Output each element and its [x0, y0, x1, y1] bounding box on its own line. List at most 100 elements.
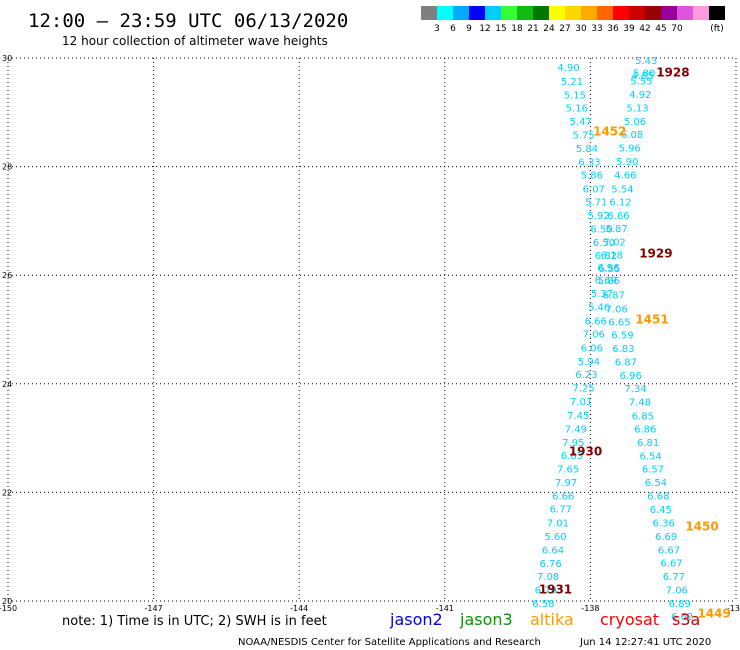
- y-tick-label: 22: [2, 488, 12, 497]
- legend-swatch: [661, 6, 677, 20]
- wave-height-point: 6.81: [637, 438, 659, 449]
- legend-swatch: [533, 6, 549, 20]
- wave-height-point: 6.08: [621, 130, 643, 141]
- legend-label: 9: [466, 24, 472, 34]
- pass-time-label: 1930: [569, 445, 602, 459]
- grid: [7, 57, 737, 602]
- wave-height-point: 7.45: [567, 411, 589, 422]
- legend-swatch: [485, 6, 501, 20]
- legend-label: 33: [591, 24, 602, 34]
- pass-time-label: 1451: [635, 313, 668, 327]
- wave-height-point: 6.64: [542, 545, 564, 556]
- pass-time-label: 1929: [639, 246, 672, 260]
- wave-height-point: 7.01: [570, 397, 592, 408]
- x-tick-label: -144: [290, 604, 308, 613]
- wave-height-point: 7.02: [604, 238, 626, 249]
- wave-height-point: 6.58: [532, 599, 554, 610]
- wave-height-point: 5.37: [591, 289, 613, 300]
- wave-height-point: 7.48: [629, 398, 651, 409]
- wave-height-point: 6.67: [658, 545, 680, 556]
- wave-height-point: 4.92: [629, 90, 651, 101]
- wave-height-point: 6.54: [639, 451, 661, 462]
- y-tick-label: 26: [2, 271, 12, 280]
- wave-height-point: 6.33: [578, 158, 600, 169]
- wave-height-point: 6.62: [671, 612, 693, 623]
- satellite-s3a: s3a: [672, 610, 700, 629]
- legend-label: 70: [671, 24, 683, 34]
- wave-height-point: 5.15: [564, 90, 586, 101]
- satellite-jason3: jason3: [459, 610, 513, 629]
- wave-height-point: 6.79: [535, 586, 557, 597]
- legend-label: 3: [434, 24, 440, 34]
- wave-height-point: 6.55: [598, 264, 620, 275]
- legend-swatch: [613, 6, 629, 20]
- x-tick-label: -147: [145, 604, 163, 613]
- pass-time-labels: 1928 1452 1929 1451 1930 1450 1931 1449: [539, 66, 731, 621]
- legend-label: 36: [607, 24, 619, 34]
- wave-height-point: 5.13: [626, 103, 648, 114]
- legend-label: 18: [511, 24, 523, 34]
- wave-height-point: 6.89: [669, 599, 691, 610]
- wave-height-point: 7.97: [555, 478, 577, 489]
- wave-height-point: 7.06: [666, 586, 688, 597]
- wave-height-point: 6.69: [655, 532, 677, 543]
- legend-label: 27: [559, 24, 570, 34]
- wave-height-point: 6.66: [552, 492, 574, 503]
- legend-label: 12: [479, 24, 490, 34]
- wave-height-point: 6.82: [595, 251, 617, 262]
- y-tick-label: 30: [2, 54, 12, 63]
- wave-height-point: 6.83: [612, 344, 634, 355]
- wave-height-point: 5.47: [570, 117, 592, 128]
- legend-swatch: [581, 6, 597, 20]
- wave-height-point: 6.50: [593, 238, 615, 249]
- track-points: 4.90 5.21 5.15 5.16 5.47 5.75 5.84 6.33 5.86 6.07…: [532, 56, 693, 623]
- wave-height-point: 4.90: [557, 63, 579, 74]
- wave-height-point: 5.16: [566, 103, 588, 114]
- wave-height-point: 5.86: [598, 276, 620, 287]
- wave-height-point: 6.69: [595, 276, 617, 287]
- wave-height-point: 5.96: [619, 144, 641, 155]
- wave-height-point: 7.25: [572, 384, 594, 395]
- legend-swatch: [677, 6, 693, 20]
- legend-swatch: [709, 6, 725, 20]
- wave-height-point: 5.80: [633, 69, 655, 80]
- wave-height-point: 6.66: [607, 211, 629, 222]
- wave-height-point: 5.84: [576, 144, 598, 155]
- wave-height-point: 5.60: [544, 532, 566, 543]
- pass-time-label: 1931: [539, 583, 572, 597]
- footer-note: note: 1) Time is in UTC; 2) SWH is in fe…: [62, 614, 327, 629]
- wave-height-point: 5.71: [585, 197, 607, 208]
- legend-label: 45: [655, 24, 666, 34]
- wave-height-point: 5.54: [611, 184, 633, 195]
- wave-height-point: 5.94: [578, 357, 600, 368]
- satellite-jason2: jason2: [389, 610, 443, 629]
- wave-height-point: 5.75: [572, 131, 594, 142]
- wave-height-point: 6.83: [561, 451, 583, 462]
- footer-credit: NOAA/NESDIS Center for Satellite Applica…: [238, 637, 541, 648]
- wave-height-point: 7.06: [583, 329, 605, 340]
- footer-timestamp: Jun 14 12:27:41 UTC 2020: [579, 637, 711, 648]
- wave-height-point: 6.77: [550, 505, 572, 516]
- legend-swatch: [645, 6, 661, 20]
- y-tick-label: 24: [2, 380, 12, 389]
- legend-swatch: [421, 6, 437, 20]
- wave-height-point: 7.08: [537, 572, 559, 583]
- wave-height-point: 7.65: [557, 465, 579, 476]
- wave-height-point: 6.77: [663, 572, 685, 583]
- pass-time-label: 1452: [593, 124, 626, 138]
- legend-swatch: [469, 6, 485, 20]
- legend-swatch: [629, 6, 645, 20]
- chart-title: 12:00 – 23:59 UTC 06/13/2020: [28, 10, 348, 32]
- legend-swatch: [501, 6, 517, 20]
- pass-time-label: 1450: [685, 520, 718, 534]
- axis-labels: -150 -147 -144 -141 -138 -135 20 22 24 26 28 30: [0, 54, 740, 613]
- wave-height-point: 4.85: [632, 71, 654, 82]
- pass-time-label: 1449: [697, 606, 730, 620]
- wave-height-point: 5.87: [605, 224, 627, 235]
- wave-height-point: 6.96: [620, 371, 642, 382]
- wave-height-point: 6.67: [660, 558, 682, 569]
- legend-swatch: [597, 6, 613, 20]
- wave-height-point: 5.06: [624, 117, 646, 128]
